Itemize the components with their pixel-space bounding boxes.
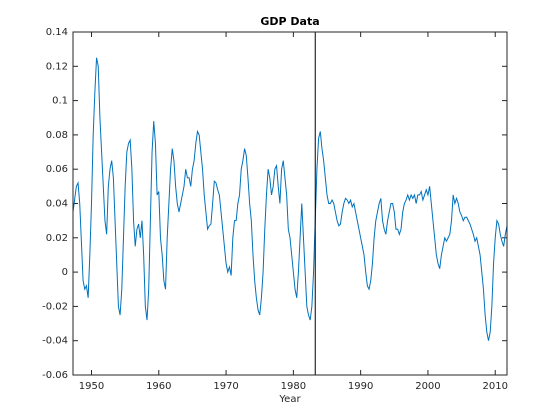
y-tick-label: 0.02 <box>46 233 68 244</box>
x-axis-label: Year <box>278 394 301 405</box>
y-tick-label: -0.04 <box>42 336 68 347</box>
y-tick-label: 0.12 <box>46 61 68 72</box>
data-line <box>72 57 508 341</box>
y-tick-label: 0 <box>62 267 68 278</box>
y-tick-label: 0.1 <box>52 96 68 107</box>
chart-title: GDP Data <box>260 15 319 28</box>
y-tick-label: 0.14 <box>46 27 68 38</box>
y-tick-label: 0.06 <box>46 164 68 175</box>
x-tick-label: 2010 <box>482 381 507 392</box>
x-tick-label: 1950 <box>79 381 104 392</box>
x-tick-label: 1960 <box>146 381 171 392</box>
y-tick-label: 0.08 <box>46 130 68 141</box>
y-tick-label: 0.04 <box>46 199 68 210</box>
x-tick-label: 2000 <box>415 381 440 392</box>
x-tick-label: 1970 <box>213 381 238 392</box>
axes-box <box>72 31 508 376</box>
y-tick-label: -0.06 <box>42 370 68 381</box>
x-tick-label: 1990 <box>348 381 373 392</box>
y-tick-label: -0.02 <box>42 301 68 312</box>
x-tick-label: 1980 <box>281 381 306 392</box>
